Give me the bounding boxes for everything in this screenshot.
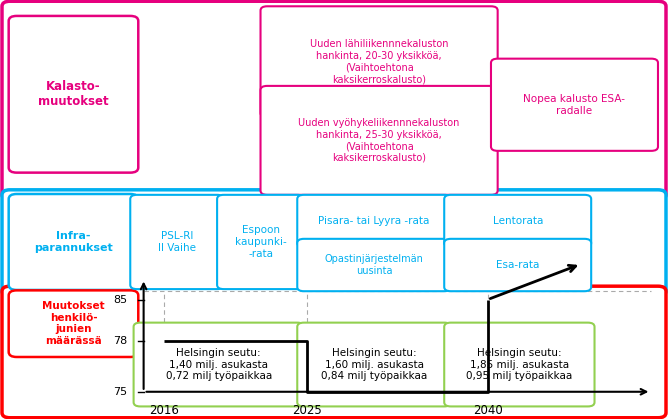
FancyBboxPatch shape bbox=[9, 290, 138, 357]
FancyBboxPatch shape bbox=[9, 194, 138, 290]
FancyBboxPatch shape bbox=[2, 190, 666, 296]
Text: Helsingin seutu:
1,85 milj. asukasta
0,95 milj työpaikkaa: Helsingin seutu: 1,85 milj. asukasta 0,9… bbox=[466, 348, 572, 381]
Text: Opastinjärjestelmän
uusinta: Opastinjärjestelmän uusinta bbox=[325, 254, 424, 276]
FancyBboxPatch shape bbox=[297, 195, 451, 247]
Text: Pisara- tai Lyyra -rata: Pisara- tai Lyyra -rata bbox=[319, 216, 430, 226]
Text: Espoon
kaupunki-
-rata: Espoon kaupunki- -rata bbox=[234, 225, 287, 259]
FancyBboxPatch shape bbox=[297, 239, 451, 291]
Text: 78: 78 bbox=[113, 336, 127, 347]
FancyBboxPatch shape bbox=[444, 195, 591, 247]
FancyBboxPatch shape bbox=[297, 323, 451, 406]
FancyBboxPatch shape bbox=[491, 59, 658, 151]
FancyBboxPatch shape bbox=[130, 195, 224, 289]
Text: 75: 75 bbox=[113, 387, 127, 397]
Text: 85: 85 bbox=[113, 295, 127, 305]
Text: Helsingin seutu:
1,60 milj. asukasta
0,84 milj työpaikkaa: Helsingin seutu: 1,60 milj. asukasta 0,8… bbox=[321, 348, 428, 381]
Text: Helsingin seutu:
1,40 milj. asukasta
0,72 milj työpaikkaa: Helsingin seutu: 1,40 milj. asukasta 0,7… bbox=[166, 348, 272, 381]
FancyBboxPatch shape bbox=[9, 16, 138, 173]
FancyBboxPatch shape bbox=[2, 1, 666, 200]
Text: Lentorata: Lentorata bbox=[492, 216, 543, 226]
Text: Nopea kalusto ESA-
radalle: Nopea kalusto ESA- radalle bbox=[524, 94, 625, 116]
FancyBboxPatch shape bbox=[217, 195, 304, 289]
Text: PSL-RI
II Vaihe: PSL-RI II Vaihe bbox=[158, 231, 196, 253]
FancyBboxPatch shape bbox=[2, 286, 666, 418]
Text: Esa-rata: Esa-rata bbox=[496, 260, 539, 270]
FancyBboxPatch shape bbox=[261, 6, 498, 117]
FancyBboxPatch shape bbox=[444, 239, 591, 291]
Text: Kalasto-
muutokset: Kalasto- muutokset bbox=[38, 80, 109, 108]
FancyBboxPatch shape bbox=[261, 86, 498, 195]
FancyBboxPatch shape bbox=[444, 323, 595, 406]
Text: Uuden lähiliikennnekaluston
hankinta, 20-30 yksikköä,
(Vaihtoehtona
kaksikerrosk: Uuden lähiliikennnekaluston hankinta, 20… bbox=[310, 39, 448, 84]
Text: Muutokset
henkilö-
junien
määrässä: Muutokset henkilö- junien määrässä bbox=[42, 301, 105, 346]
Text: 2040: 2040 bbox=[473, 404, 502, 417]
Text: 2016: 2016 bbox=[149, 404, 178, 417]
FancyBboxPatch shape bbox=[134, 323, 304, 406]
Text: Infra-
parannukset: Infra- parannukset bbox=[34, 231, 113, 253]
Text: 2025: 2025 bbox=[293, 404, 322, 417]
Text: Uuden vyöhykeliikennnekaluston
hankinta, 25-30 yksikköä,
(Vaihtoehtona
kaksikerr: Uuden vyöhykeliikennnekaluston hankinta,… bbox=[299, 118, 460, 163]
